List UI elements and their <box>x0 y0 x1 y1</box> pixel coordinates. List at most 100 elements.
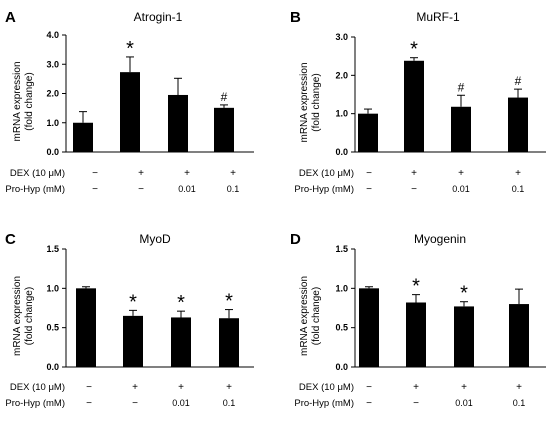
bar <box>404 60 424 153</box>
prohyp-value: − <box>366 184 372 195</box>
bar <box>509 304 529 367</box>
significance-hash: # <box>458 80 465 94</box>
prohyp-value: 0.01 <box>455 398 473 408</box>
y-axis-label-line: mRNA expression <box>299 276 310 356</box>
y-tick-label: 0.0 <box>335 362 348 372</box>
significance-star: * <box>126 38 134 60</box>
dex-value: − <box>366 168 372 179</box>
panel-letter: B <box>290 9 301 26</box>
y-tick-label: 3.0 <box>335 32 348 42</box>
y-tick-label: 0.5 <box>335 323 348 333</box>
dex-value: + <box>515 168 521 179</box>
prohyp-row-label: Pro-Hyp (mM) <box>294 184 354 195</box>
prohyp-value: − <box>132 398 138 409</box>
significance-star: * <box>177 292 185 314</box>
y-tick-label: 1.0 <box>46 283 59 293</box>
prohyp-value: 0.01 <box>178 184 196 194</box>
significance-star: * <box>129 291 137 313</box>
prohyp-value: − <box>86 398 92 409</box>
dex-value: − <box>86 382 92 393</box>
bar <box>219 318 239 367</box>
dex-value: + <box>411 168 417 179</box>
panel-letter: A <box>5 9 16 26</box>
y-tick-label: 0.5 <box>46 323 59 333</box>
y-axis-label: mRNA expression(fold change) <box>12 61 35 141</box>
prohyp-row-label: Pro-Hyp (mM) <box>294 398 354 409</box>
y-axis-label: mRNA expression(fold change) <box>299 62 322 142</box>
prohyp-value: − <box>92 184 98 195</box>
dex-value: + <box>230 168 236 179</box>
dex-value: + <box>516 382 522 393</box>
dex-value: + <box>184 168 190 179</box>
dex-value: − <box>366 382 372 393</box>
prohyp-value: − <box>413 398 419 409</box>
bar <box>358 113 378 152</box>
y-axis-label: mRNA expression(fold change) <box>12 276 35 356</box>
y-tick-label: 0.0 <box>46 147 59 157</box>
prohyp-value: − <box>138 184 144 195</box>
dex-value: + <box>138 168 144 179</box>
y-tick-label: 2.0 <box>335 70 348 80</box>
y-axis-label-line: mRNA expression <box>299 62 310 142</box>
y-tick-label: 4.0 <box>46 30 59 40</box>
dex-value: + <box>178 382 184 393</box>
prohyp-value: − <box>411 184 417 195</box>
y-axis-label-line: (fold change) <box>24 72 35 130</box>
significance-hash: # <box>515 74 522 88</box>
significance-star: * <box>225 291 233 313</box>
prohyp-value: 0.1 <box>223 398 236 408</box>
significance-star: * <box>460 283 468 305</box>
y-tick-label: 1.5 <box>335 244 348 254</box>
panel-title: Atrogin-1 <box>134 10 183 24</box>
dex-value: + <box>458 168 464 179</box>
bar <box>123 315 143 367</box>
prohyp-value: 0.1 <box>512 184 525 194</box>
y-axis-label: mRNA expression(fold change) <box>299 276 322 356</box>
prohyp-value: − <box>366 398 372 409</box>
bar <box>171 317 191 367</box>
significance-star: * <box>410 39 418 61</box>
prohyp-value: 0.01 <box>172 398 190 408</box>
dex-value: + <box>132 382 138 393</box>
bar <box>76 288 96 367</box>
prohyp-value: 0.01 <box>452 184 470 194</box>
y-axis-label-line: (fold change) <box>24 287 35 345</box>
panel-title: MuRF-1 <box>416 10 460 24</box>
dex-value: − <box>92 168 98 179</box>
bar <box>120 72 140 152</box>
y-tick-label: 2.0 <box>46 89 59 99</box>
dex-row-label: DEX (10 μM) <box>299 382 354 393</box>
y-axis-label-line: (fold change) <box>311 287 322 345</box>
dex-row-label: DEX (10 μM) <box>299 168 354 179</box>
panel-title: MyoD <box>139 232 171 246</box>
y-tick-label: 1.0 <box>335 283 348 293</box>
panel-letter: C <box>5 231 16 248</box>
bar <box>168 94 188 152</box>
bar <box>406 302 426 367</box>
bar <box>508 97 528 152</box>
y-axis-label-line: (fold change) <box>311 73 322 131</box>
panel-letter: D <box>290 231 301 248</box>
dex-row-label: DEX (10 μM) <box>10 382 65 393</box>
y-tick-label: 0.0 <box>335 147 348 157</box>
significance-hash: # <box>221 90 228 104</box>
prohyp-row-label: Pro-Hyp (mM) <box>5 184 65 195</box>
bar <box>73 122 93 152</box>
panel-title: Myogenin <box>414 232 466 246</box>
y-tick-label: 3.0 <box>46 59 59 69</box>
bar <box>451 106 471 152</box>
bar <box>359 288 379 367</box>
y-tick-label: 1.0 <box>335 109 348 119</box>
dex-value: + <box>413 382 419 393</box>
significance-star: * <box>412 276 420 298</box>
bar <box>454 306 474 367</box>
prohyp-value: 0.1 <box>227 184 240 194</box>
y-axis-label-line: mRNA expression <box>12 276 23 356</box>
dex-value: + <box>226 382 232 393</box>
y-tick-label: 1.5 <box>46 244 59 254</box>
prohyp-value: 0.1 <box>513 398 526 408</box>
y-tick-label: 1.0 <box>46 118 59 128</box>
y-axis-label-line: mRNA expression <box>12 61 23 141</box>
dex-value: + <box>461 382 467 393</box>
dex-row-label: DEX (10 μM) <box>10 168 65 179</box>
